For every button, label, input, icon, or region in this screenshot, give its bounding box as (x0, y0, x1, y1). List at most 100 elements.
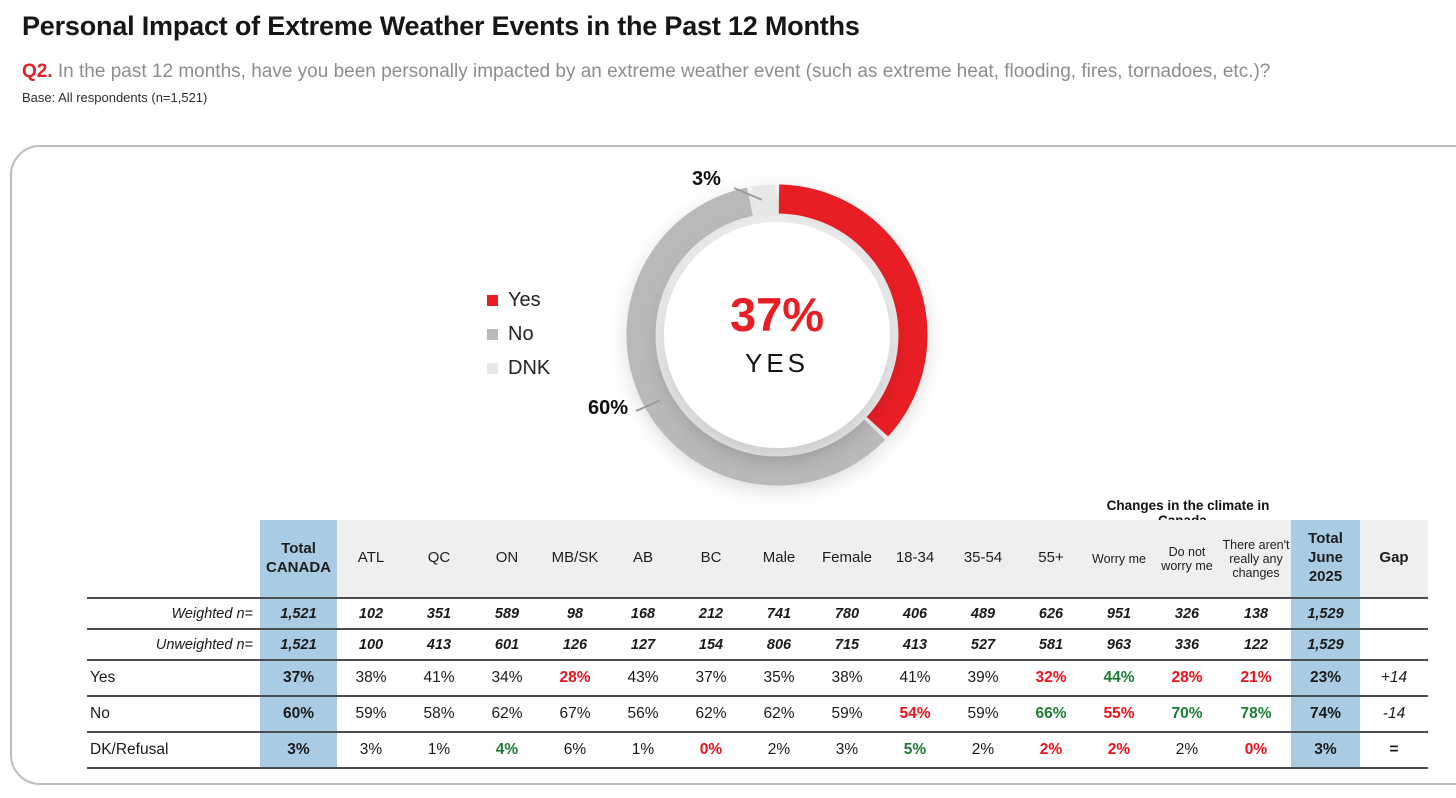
table-cell: -14 (1360, 696, 1428, 733)
table-cell: 62% (473, 696, 541, 733)
center-value: 37% (729, 288, 825, 341)
donut-chart: 37% YES (607, 165, 947, 505)
dnk-swatch-icon (487, 362, 498, 374)
table-cell: 212 (677, 597, 745, 630)
question-body: In the past 12 months, have you been per… (52, 61, 1271, 82)
table-cell: 4% (473, 732, 541, 769)
table-cell: 59% (949, 696, 1017, 733)
table-cell: 2% (1085, 732, 1153, 769)
callout-no-label: 60% (588, 397, 629, 419)
table-cell: = (1360, 732, 1428, 769)
table-cell: 413 (881, 629, 949, 661)
column-header-ab: AB (609, 520, 677, 598)
results-card: Yes No DNK 37% YES 3% 60% Changes in the… (10, 145, 1456, 785)
legend-item-dnk: DNK (487, 351, 550, 385)
table-cell: 38% (337, 660, 405, 697)
column-header-35-54: 35-54 (949, 520, 1017, 598)
column-header-worry-me: Worry me (1085, 520, 1153, 598)
table-cell: 122 (1221, 629, 1291, 661)
table-cell: 78% (1221, 696, 1291, 733)
table-cell: 28% (1153, 660, 1221, 697)
column-header-total-june-2025: Total June 2025 (1291, 520, 1360, 598)
donut-slice-no (626, 184, 928, 486)
yes-swatch-icon (487, 294, 498, 306)
table-cell: 74% (1291, 696, 1360, 733)
table-cell: 589 (473, 597, 541, 630)
table-cell: 38% (813, 660, 881, 697)
page-header: Personal Impact of Extreme Weather Event… (0, 0, 1456, 105)
results-table: Total CANADA ATL QC ON MB/SK AB BC Male Female 18… (87, 520, 1428, 769)
table-cell: 1,521 (260, 597, 337, 630)
table-cell: 127 (609, 629, 677, 661)
table-cell: 23% (1291, 660, 1360, 697)
table-cell: 154 (677, 629, 745, 661)
table-cell: 21% (1221, 660, 1291, 697)
table-cell: 3% (1291, 732, 1360, 769)
column-header-bc: BC (677, 520, 745, 598)
table-cell: 963 (1085, 629, 1153, 661)
column-header-total-canada: Total CANADA (260, 520, 337, 598)
table-cell: 3% (260, 732, 337, 769)
table-cell (1360, 629, 1428, 661)
table-cell: 67% (541, 696, 609, 733)
table-cell: 37% (677, 660, 745, 697)
table-row-dk-refusal: DK/Refusal 3% 3% 1% 4% 6% 1% 0% 2% 3% 5% 2% 2% 2% 2% 0%… (87, 732, 1428, 769)
table-cell: 168 (609, 597, 677, 630)
table-cell: 489 (949, 597, 1017, 630)
table-cell: 6% (541, 732, 609, 769)
table-cell: 2% (1017, 732, 1085, 769)
column-header-on: ON (473, 520, 541, 598)
table-row-unweighted-n-: Unweighted n= 1,521 100 413 601 126 127 154 806 7… (87, 629, 1428, 661)
table-cell: 28% (541, 660, 609, 697)
table-cell: 138 (1221, 597, 1291, 630)
table-cell: 55% (1085, 696, 1153, 733)
page-title: Personal Impact of Extreme Weather Event… (22, 11, 860, 41)
table-cell: 336 (1153, 629, 1221, 661)
legend-item-no: No (487, 317, 550, 351)
legend-label-no: No (508, 322, 534, 345)
table-cell: 626 (1017, 597, 1085, 630)
donut-center: 37% YES (664, 222, 890, 448)
table-cell: 102 (337, 597, 405, 630)
column-header-mb-sk: MB/SK (541, 520, 609, 598)
table-cell: 2% (745, 732, 813, 769)
table-cell: 62% (745, 696, 813, 733)
table-cell: 806 (745, 629, 813, 661)
table-cell: 54% (881, 696, 949, 733)
column-header-female: Female (813, 520, 881, 598)
table-cell: 527 (949, 629, 1017, 661)
donut-ring (626, 184, 928, 486)
table-cell: 3% (813, 732, 881, 769)
row-label: Weighted n= (87, 597, 260, 630)
question-number: Q2. (22, 61, 53, 82)
table-cell: 44% (1085, 660, 1153, 697)
table-cell: 5% (881, 732, 949, 769)
column-header-atl: ATL (337, 520, 405, 598)
table-cell: 1,521 (260, 629, 337, 661)
table-cell: 70% (1153, 696, 1221, 733)
column-header-gap: Gap (1360, 520, 1428, 598)
table-cell: 98 (541, 597, 609, 630)
center-label: YES (744, 348, 810, 378)
table-cell: 715 (813, 629, 881, 661)
table-row-weighted-n-: Weighted n= 1,521 102 351 589 98 168 212 741 780 4… (87, 597, 1428, 630)
column-header-male: Male (745, 520, 813, 598)
table-cell: 56% (609, 696, 677, 733)
table-cell: 406 (881, 597, 949, 630)
row-label: Yes (87, 660, 260, 697)
callout-dnk-label: 3% (692, 168, 721, 190)
table-cell: 43% (609, 660, 677, 697)
table-cell (1360, 597, 1428, 630)
table-cell: 1,529 (1291, 597, 1360, 630)
column-header-empty (87, 520, 260, 598)
column-header-do-not-worry-me: Do not worry me (1153, 520, 1221, 598)
legend-label-dnk: DNK (508, 356, 551, 379)
no-swatch-icon (487, 328, 498, 340)
table-cell: 0% (1221, 732, 1291, 769)
table-cell: 2% (949, 732, 1017, 769)
table-cell: 1% (609, 732, 677, 769)
table-cell: 413 (405, 629, 473, 661)
table-cell: 351 (405, 597, 473, 630)
table-cell: 32% (1017, 660, 1085, 697)
table-cell: 34% (473, 660, 541, 697)
